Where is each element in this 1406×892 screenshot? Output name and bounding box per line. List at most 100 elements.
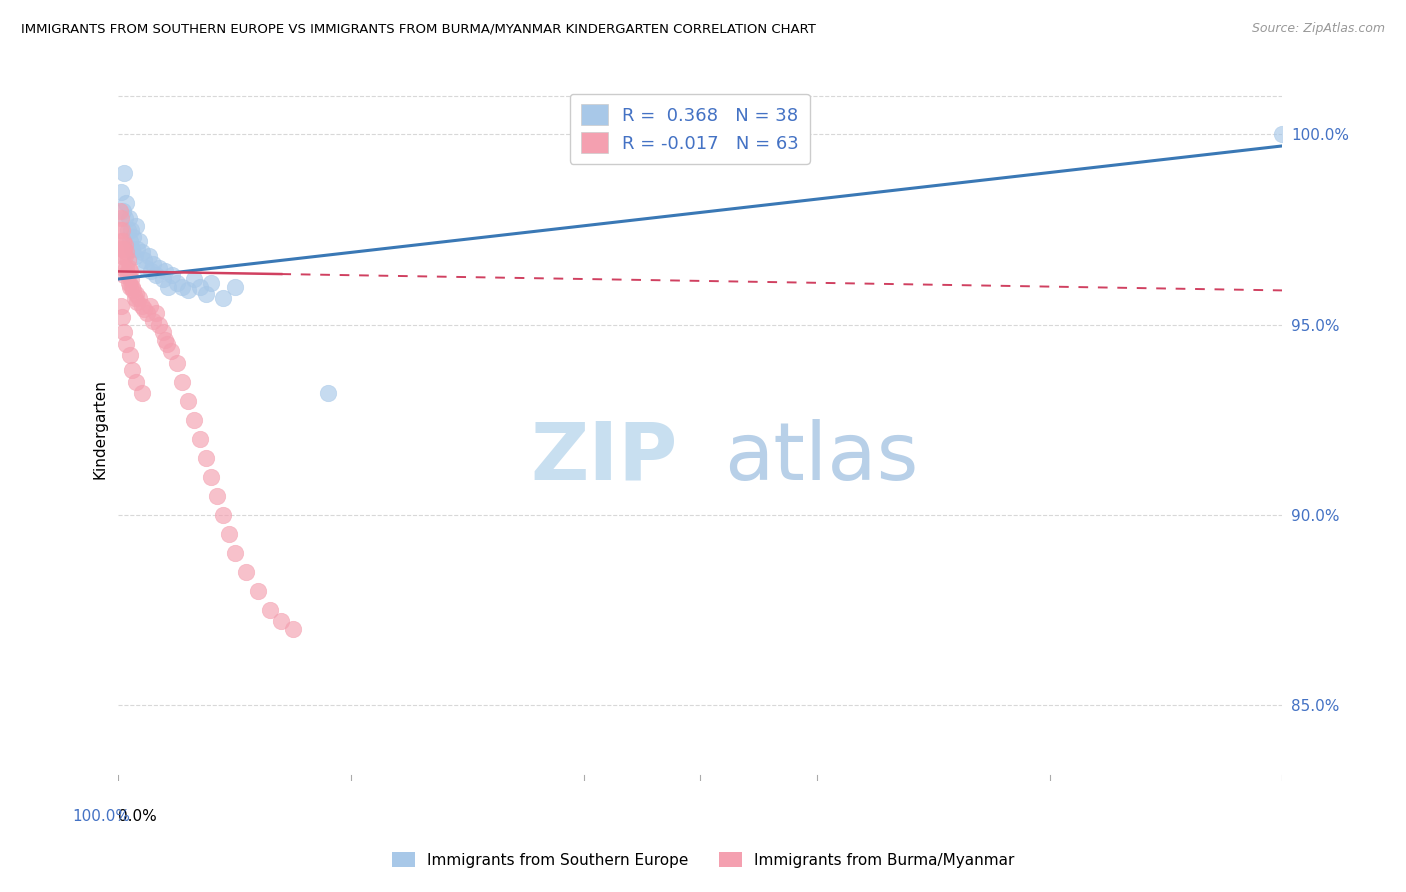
Legend: Immigrants from Southern Europe, Immigrants from Burma/Myanmar: Immigrants from Southern Europe, Immigra… <box>385 846 1021 873</box>
Point <box>194 287 217 301</box>
Point <box>200 469 222 483</box>
Point <box>125 242 148 256</box>
Point <box>131 299 153 313</box>
Point <box>114 211 136 226</box>
Point <box>224 279 246 293</box>
Point <box>281 622 304 636</box>
Point <box>148 260 170 275</box>
Point <box>108 203 131 218</box>
Point <box>200 276 222 290</box>
Point <box>172 279 194 293</box>
Point <box>118 279 141 293</box>
Point <box>139 299 162 313</box>
Text: ZIP: ZIP <box>530 418 678 497</box>
Point <box>132 252 155 267</box>
Point <box>188 432 211 446</box>
Point <box>153 264 176 278</box>
Point <box>110 185 132 199</box>
Point <box>118 264 141 278</box>
Text: Source: ZipAtlas.com: Source: ZipAtlas.com <box>1251 22 1385 36</box>
Point <box>112 242 135 256</box>
Point <box>125 375 148 389</box>
Point <box>177 393 200 408</box>
Point <box>270 614 292 628</box>
Point <box>212 508 235 522</box>
Point <box>115 245 138 260</box>
Point <box>111 203 134 218</box>
Point <box>152 325 174 339</box>
Point <box>120 222 142 236</box>
Point <box>115 260 138 275</box>
Point <box>142 314 165 328</box>
Point <box>160 268 183 283</box>
Legend: R =  0.368   N = 38, R = -0.017   N = 63: R = 0.368 N = 38, R = -0.017 N = 63 <box>569 94 810 164</box>
Point <box>125 219 148 233</box>
Point <box>159 344 181 359</box>
Point <box>114 249 136 263</box>
Point <box>316 386 339 401</box>
Point <box>112 268 135 283</box>
Point <box>166 276 188 290</box>
Point <box>224 546 246 560</box>
Point <box>138 249 160 263</box>
Point <box>131 386 153 401</box>
Point <box>124 291 146 305</box>
Point <box>207 489 229 503</box>
Text: atlas: atlas <box>724 418 918 497</box>
Point <box>120 272 142 286</box>
Point <box>235 565 257 579</box>
Point <box>112 165 135 179</box>
Point <box>125 287 148 301</box>
Point <box>121 242 143 256</box>
Point <box>139 264 162 278</box>
Point <box>247 583 270 598</box>
Point <box>125 294 148 309</box>
Point <box>111 234 134 248</box>
Point <box>131 245 153 260</box>
Point <box>110 299 132 313</box>
Point <box>148 318 170 332</box>
Point <box>128 291 150 305</box>
Point <box>118 276 141 290</box>
Point <box>128 234 150 248</box>
Point <box>122 284 145 298</box>
Text: 0.0%: 0.0% <box>118 809 157 824</box>
Point <box>118 211 141 226</box>
Point <box>259 603 281 617</box>
Point <box>136 306 159 320</box>
Point <box>157 279 180 293</box>
Point <box>188 279 211 293</box>
Point <box>121 279 143 293</box>
Point <box>145 268 167 283</box>
Point <box>115 196 138 211</box>
Point <box>117 222 139 236</box>
Point <box>218 526 240 541</box>
Point <box>118 260 141 275</box>
Point <box>212 291 235 305</box>
Point <box>111 260 134 275</box>
Point <box>110 234 132 248</box>
Point <box>166 356 188 370</box>
Point <box>114 237 136 252</box>
Point <box>111 249 134 263</box>
Point <box>118 348 141 362</box>
Point <box>111 222 134 236</box>
Point <box>153 333 176 347</box>
Text: 100.0%: 100.0% <box>72 809 129 824</box>
Point <box>111 242 134 256</box>
Text: IMMIGRANTS FROM SOUTHERN EUROPE VS IMMIGRANTS FROM BURMA/MYANMAR KINDERGARTEN CO: IMMIGRANTS FROM SOUTHERN EUROPE VS IMMIG… <box>21 22 815 36</box>
Point <box>142 257 165 271</box>
Point <box>156 336 179 351</box>
Point <box>111 310 134 324</box>
Point <box>177 284 200 298</box>
Point <box>110 211 132 226</box>
Point <box>121 363 143 377</box>
Point <box>152 272 174 286</box>
Point <box>117 268 139 283</box>
Point <box>194 450 217 465</box>
Point <box>183 413 205 427</box>
Point <box>145 306 167 320</box>
Point <box>124 249 146 263</box>
Point <box>108 222 131 236</box>
Point <box>135 260 157 275</box>
